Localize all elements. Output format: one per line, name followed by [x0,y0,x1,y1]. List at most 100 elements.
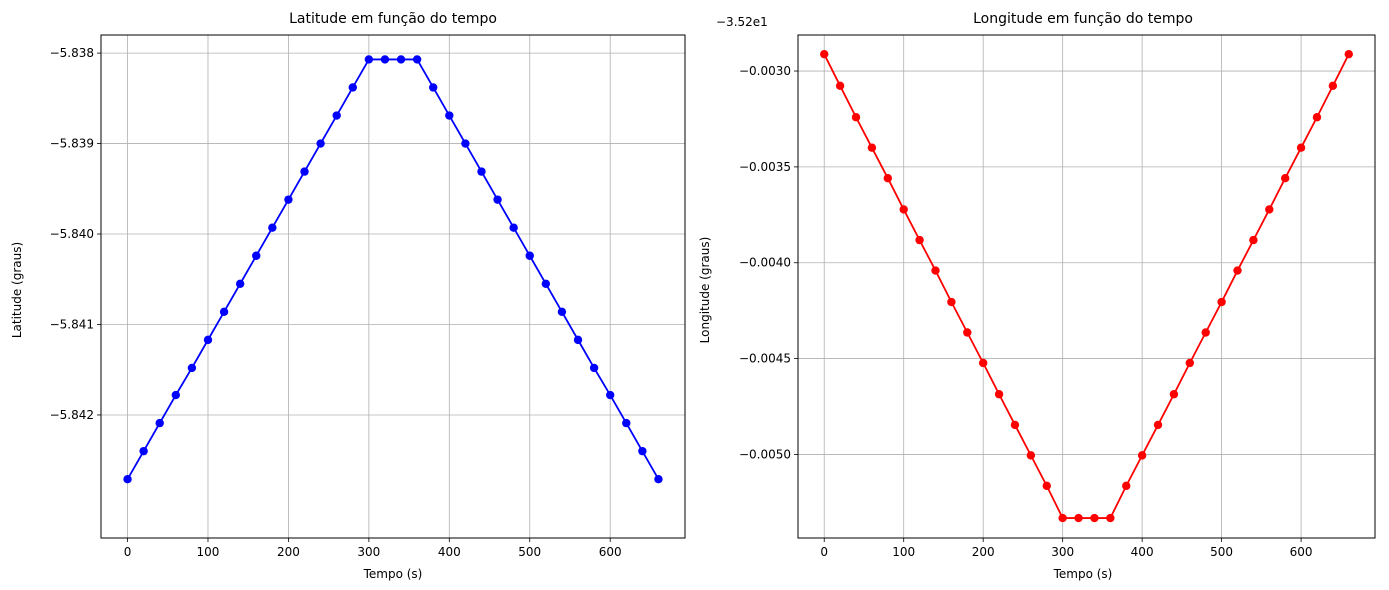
longitude-data-point [947,297,956,307]
longitude-data-point [1265,205,1274,214]
longitude-data-point [978,358,988,368]
longitude-y-tick-label: −0.0045 [739,352,791,366]
latitude-data-point [380,55,390,64]
longitude-data-point [820,49,829,59]
latitude-x-tick-label: 300 [357,545,380,559]
longitude-data-point [1217,297,1226,307]
latitude-data-point [268,223,277,232]
latitude-x-tick-label: 600 [599,545,622,559]
latitude-data-point [235,279,245,288]
longitude-y-tick-label: −0.0050 [739,447,791,461]
latitude-x-axis-label: Tempo (s) [363,567,423,581]
longitude-data-point [1122,481,1131,491]
latitude-y-tick-label: −5.839 [50,137,94,151]
latitude-chart: Latitude em função do tempo Tempo (s) La… [10,11,686,581]
latitude-data-point [412,55,422,64]
latitude-y-tick-label: −5.838 [50,46,94,60]
longitude-x-tick-label: 100 [892,545,915,559]
longitude-data-point [1344,49,1353,59]
latitude-data-point [509,223,518,232]
longitude-x-tick-label: 600 [1290,545,1313,559]
latitude-data-point [445,111,454,120]
longitude-data-point [1328,81,1338,90]
longitude-data-point [1042,481,1051,491]
longitude-axes-frame [797,34,1376,539]
longitude-data-point [1169,390,1179,399]
latitude-y-tick-label: −5.841 [50,317,94,331]
longitude-data-point [1233,266,1242,275]
latitude-data-point [171,390,181,400]
longitude-data-point [994,390,1004,399]
longitude-y-axis-label: Longitude (graus) [698,237,712,344]
latitude-data-point [316,139,325,148]
latitude-series-line [126,58,660,480]
latitude-data-point [605,390,615,400]
longitude-data-point [1010,420,1020,430]
longitude-data-point [851,113,861,122]
longitude-x-tick-label: 500 [1210,545,1233,559]
longitude-series-line [823,53,1350,519]
longitude-data-point [963,328,972,337]
longitude-chart-title: Longitude em função do tempo [973,11,1193,27]
latitude-data-point [123,474,132,484]
latitude-axes-frame [100,34,686,539]
longitude-data-point [1106,513,1115,523]
latitude-x-tick-label: 500 [518,545,541,559]
longitude-data-point [867,143,877,152]
latitude-x-tick-label: 400 [438,545,461,559]
longitude-data-point [899,205,908,214]
longitude-x-tick-label: 0 [820,545,828,559]
latitude-data-point [203,335,213,345]
longitude-data-point [1201,328,1210,337]
longitude-grid [798,35,1375,538]
longitude-data-point [883,173,893,183]
latitude-data-point [348,83,357,92]
latitude-data-point [541,279,551,288]
latitude-data-point [252,251,261,260]
longitude-chart: Longitude em função do tempo Tempo (s) L… [698,11,1376,581]
longitude-data-point [1153,420,1163,430]
latitude-data-point [622,418,631,428]
latitude-data-point [219,307,229,317]
latitude-data-point [187,363,197,373]
latitude-data-point [461,139,470,148]
latitude-data-point [284,195,293,204]
longitude-data-point [915,235,924,245]
latitude-data-point [638,446,647,456]
latitude-grid [101,35,685,538]
latitude-data-point [589,363,599,373]
longitude-data-point [1296,143,1306,152]
latitude-x-tick-label: 200 [277,545,300,559]
latitude-x-tick-label: 100 [197,545,220,559]
latitude-x-tick-label: 0 [124,545,132,559]
latitude-data-point [332,111,341,120]
longitude-data-point [1249,235,1258,245]
latitude-data-point [493,195,502,204]
latitude-data-point [573,335,583,345]
longitude-y-tick-label: −0.0035 [739,160,791,174]
latitude-data-point [300,167,309,176]
latitude-chart-title: Latitude em função do tempo [289,11,497,27]
longitude-data-point [835,81,845,90]
longitude-y-tick-label: −0.0040 [739,256,791,270]
longitude-data-point [1185,358,1195,368]
longitude-x-tick-label: 300 [1051,545,1074,559]
longitude-data-point [931,266,940,275]
longitude-y-tick-label: −0.0030 [739,64,791,78]
longitude-x-tick-label: 200 [972,545,995,559]
latitude-y-tick-label: −5.842 [50,408,94,422]
latitude-y-axis-label: Latitude (graus) [10,242,24,338]
longitude-data-point [1137,451,1147,460]
longitude-data-point [1312,113,1322,122]
latitude-data-point [525,251,534,260]
latitude-data-point [396,55,406,64]
longitude-data-point [1058,513,1067,523]
latitude-y-tick-label: −5.840 [50,227,94,241]
longitude-data-point [1026,451,1036,460]
longitude-x-axis-label: Tempo (s) [1053,567,1113,581]
longitude-data-point [1280,173,1290,183]
latitude-data-point [557,307,567,317]
latitude-data-point [654,474,663,484]
longitude-y-offset-text: −3.52e1 [716,15,768,29]
latitude-data-point [429,83,438,92]
